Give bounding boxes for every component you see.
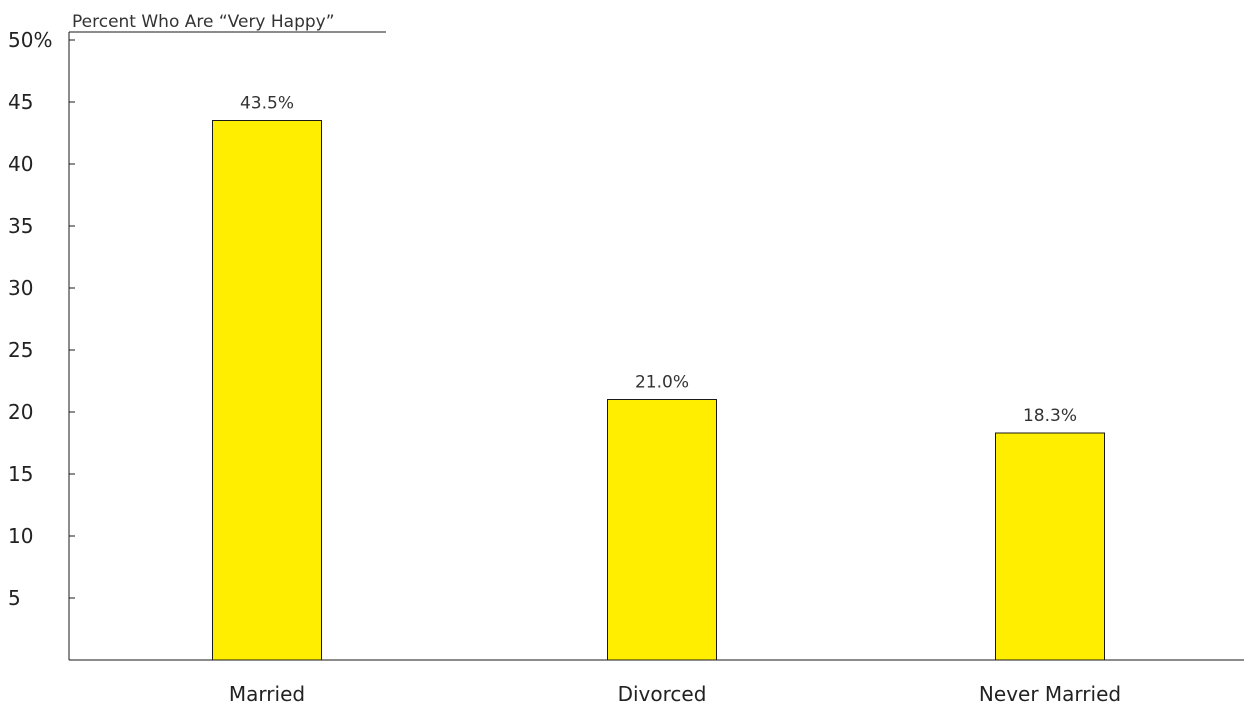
bar-never-married [995, 432, 1105, 661]
bar-married [212, 120, 322, 661]
data-label: 18.3% [1023, 406, 1077, 426]
y-tick-label: 30 [8, 276, 33, 300]
y-tick-label: 20 [8, 400, 33, 424]
x-tick-labels: Married Divorced Never Married [229, 682, 1121, 706]
y-tick-label: 35 [8, 214, 33, 238]
y-tick-label: 10 [8, 524, 33, 548]
x-tick-label: Divorced [618, 682, 707, 706]
y-tick-label: 45 [8, 90, 33, 114]
y-tick-label: 40 [8, 152, 33, 176]
y-ticks: 5 10 15 20 25 30 35 40 45 50% [8, 28, 75, 610]
y-tick-label: 5 [8, 586, 21, 610]
y-axis-title: Percent Who Are “Very Happy” [72, 12, 335, 32]
x-tick-label: Married [229, 682, 305, 706]
data-labels: 43.5% 21.0% 18.3% [240, 94, 1077, 426]
x-tick-label: Never Married [979, 682, 1121, 706]
y-tick-label: 15 [8, 462, 33, 486]
bar-divorced [607, 399, 717, 661]
bars [212, 120, 1105, 661]
y-tick-label: 50% [8, 28, 52, 52]
data-label: 21.0% [635, 373, 689, 393]
data-label: 43.5% [240, 94, 294, 114]
y-tick-label: 25 [8, 338, 33, 362]
